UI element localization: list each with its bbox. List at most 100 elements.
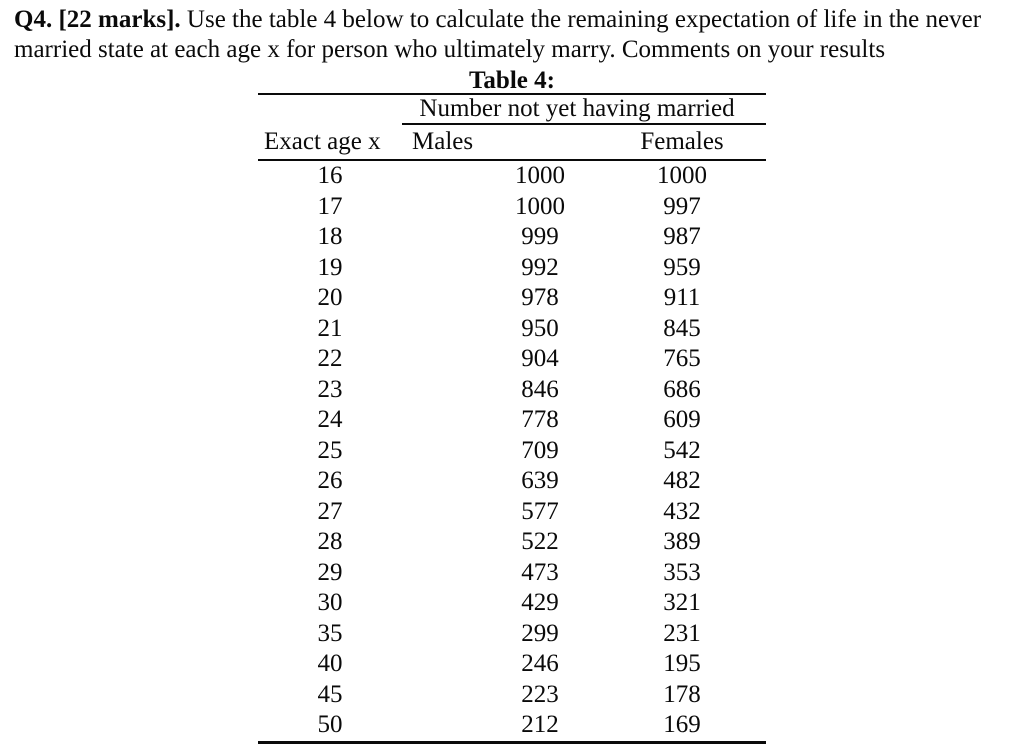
age-cell: 18: [317, 223, 343, 250]
males-cell: 904: [521, 345, 559, 372]
females-cell: 609: [663, 405, 766, 436]
females-value: 686: [663, 375, 701, 403]
group-header: Number not yet having married: [402, 94, 766, 125]
age-cell: 24: [317, 406, 343, 433]
males-cell: 978: [521, 284, 559, 311]
females-cell: 178: [663, 680, 766, 711]
females-cell: 987: [663, 222, 766, 253]
males-cell: 473: [521, 558, 559, 586]
females-cell: 432: [663, 497, 766, 528]
females-cell: 169: [663, 710, 766, 742]
age-cell: 50: [317, 711, 343, 738]
females-cell: 482: [663, 466, 766, 497]
table-row: 29 473 353: [258, 558, 766, 589]
age-cell: 35: [317, 619, 343, 647]
males-cell: 522: [521, 528, 559, 555]
age-cell: 45: [317, 680, 343, 708]
age-cell: 40: [317, 650, 343, 677]
females-cell: 686: [663, 375, 766, 406]
females-value: 432: [663, 497, 701, 525]
females-value: 178: [663, 680, 701, 708]
table-caption: Table 4:: [469, 67, 555, 94]
question-line-1: Q4. [22 marks]. Use the table 4 below to…: [14, 5, 1014, 35]
question-line-2: married state at each age x for person w…: [14, 36, 886, 63]
females-cell: 845: [663, 314, 766, 345]
age-cell: 30: [317, 589, 343, 616]
table-row: 23 846 686: [258, 375, 766, 406]
females-cell: 911: [664, 283, 766, 314]
table-header: Number not yet having married Exact age …: [258, 94, 766, 161]
group-header-row: Number not yet having married: [258, 94, 766, 125]
females-cell: 321: [663, 588, 766, 619]
males-cell: 223: [521, 680, 559, 708]
males-cell: 950: [521, 314, 559, 342]
females-cell: 1000: [657, 160, 766, 192]
column-header-row: Exact age x Males Females: [258, 124, 766, 161]
table-row: 22 904 765: [258, 344, 766, 375]
age-cell: 25: [317, 436, 343, 464]
table-row: 27 577 432: [258, 497, 766, 528]
table-row: 45 223 178: [258, 680, 766, 711]
females-cell: 542: [663, 436, 766, 467]
age-cell: 21: [317, 314, 343, 342]
age-cell: 22: [317, 345, 343, 372]
table-row: 19 992 959: [258, 253, 766, 284]
column-header-females-label: Females: [640, 128, 724, 155]
age-cell: 28: [317, 528, 343, 555]
females-cell: 997: [663, 192, 766, 223]
males-cell: 1000: [515, 162, 565, 189]
column-header-males: Males: [402, 124, 678, 161]
females-cell: 195: [663, 649, 766, 680]
males-cell: 212: [521, 711, 559, 738]
age-cell: 16: [317, 162, 343, 189]
table-row: 26 639 482: [258, 466, 766, 497]
table-row: 30 429 321: [258, 588, 766, 619]
age-cell: 19: [317, 253, 343, 281]
question-marks-label: Q4. [22 marks].: [14, 6, 181, 33]
group-header-spacer: [258, 94, 402, 124]
males-cell: 992: [521, 253, 559, 281]
females-value: 1000: [657, 162, 707, 189]
table-row: 28 522 389: [258, 527, 766, 558]
table-row: 21 950 845: [258, 314, 766, 345]
females-value: 195: [663, 650, 701, 677]
females-value: 389: [663, 528, 701, 555]
females-cell: 389: [663, 527, 766, 558]
males-cell: 1000: [515, 192, 565, 220]
column-header-females: Females: [640, 124, 766, 161]
males-cell: 999: [521, 223, 559, 250]
age-cell: 29: [317, 558, 343, 586]
males-cell: 709: [521, 436, 559, 464]
age-cell: 26: [317, 467, 343, 494]
females-value: 321: [663, 589, 701, 616]
males-cell: 246: [521, 650, 559, 677]
females-cell: 231: [663, 619, 766, 650]
females-cell: 765: [663, 344, 766, 375]
age-cell: 17: [317, 192, 343, 220]
males-cell: 577: [521, 497, 559, 525]
table-row: 40 246 195: [258, 649, 766, 680]
males-cell: 778: [521, 406, 559, 433]
males-cell: 299: [521, 619, 559, 647]
question-line-1-rest: Use the table 4 below to calculate the r…: [180, 6, 982, 33]
table-row: 16 1000 1000: [258, 160, 766, 192]
question-text: Q4. [22 marks]. Use the table 4 below to…: [0, 0, 1024, 65]
marriage-table: Number not yet having married Exact age …: [258, 93, 766, 744]
males-cell: 846: [521, 375, 559, 403]
table-body: 16 1000 1000 17 1000 997 18 999 987 19 992 959 20 978…: [258, 160, 766, 742]
females-value: 482: [663, 467, 701, 494]
females-value: 609: [663, 406, 701, 433]
females-value: 353: [663, 558, 701, 586]
females-value: 997: [663, 192, 701, 220]
males-cell: 639: [521, 467, 559, 494]
column-header-age: Exact age x: [258, 124, 402, 161]
table-row: 18 999 987: [258, 222, 766, 253]
females-value: 959: [663, 253, 701, 281]
females-value: 987: [663, 223, 701, 250]
females-value: 765: [663, 345, 701, 372]
females-value: 169: [663, 711, 701, 738]
age-cell: 23: [317, 375, 343, 403]
table-row: 24 778 609: [258, 405, 766, 436]
females-value: 231: [663, 619, 701, 647]
